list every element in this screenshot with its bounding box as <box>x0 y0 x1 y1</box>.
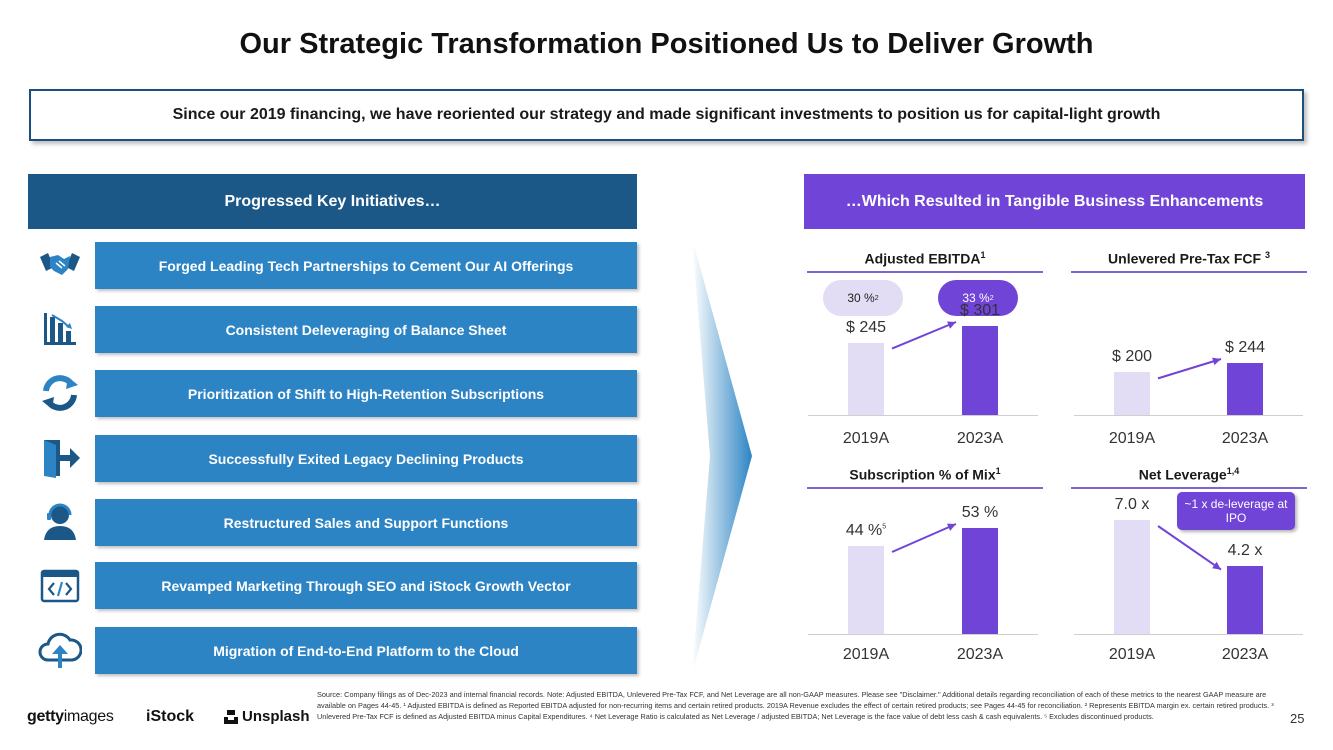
bar-2023A <box>962 528 998 634</box>
baseline <box>808 634 1038 635</box>
baseline <box>1074 634 1303 635</box>
year-label: 2023A <box>956 646 1004 663</box>
chart-title-subscription: Subscription % of Mix1 <box>849 466 1001 483</box>
year-label: 2019A <box>842 646 890 663</box>
value-label-footnote: 5 <box>882 523 887 531</box>
value-label: $ 244 <box>1224 339 1266 356</box>
value-label: 53 % <box>961 504 999 521</box>
cloud-upload-icon <box>38 632 82 668</box>
year-label: 2023A <box>1221 646 1269 663</box>
year-label: 2023A <box>956 430 1004 447</box>
initiative-item: Migration of End-to-End Platform to the … <box>95 627 637 674</box>
support-agent-icon <box>44 503 76 540</box>
bar-2023A <box>1227 363 1263 415</box>
initiative-item: Forged Leading Tech Partnerships to Ceme… <box>95 242 637 289</box>
initiative-item: Prioritization of Shift to High-Retentio… <box>95 370 637 417</box>
summary-banner: Since our 2019 financing, we have reorie… <box>29 89 1304 141</box>
baseline <box>808 415 1038 416</box>
code-window-icon <box>40 569 80 603</box>
title-underline <box>1071 271 1307 273</box>
value-label: 44 %5 <box>845 522 887 539</box>
title-underline <box>1071 487 1307 489</box>
istock-logo: iStock <box>146 708 195 725</box>
bar-chart-down-icon <box>44 313 76 345</box>
value-label: $ 245 <box>845 318 887 336</box>
bar-2023A <box>1227 565 1263 634</box>
exit-door-icon <box>44 440 80 478</box>
year-label: 2023A <box>1221 430 1269 447</box>
unsplash-logo: Unsplash <box>224 708 310 725</box>
value-label: $ 200 <box>1111 348 1153 366</box>
year-label: 2019A <box>842 430 890 447</box>
initiative-item: Revamped Marketing Through SEO and iStoc… <box>95 562 637 609</box>
deleverage-callout: ~1 x de-leverage at IPO <box>1177 492 1295 530</box>
chart-title-ebitda: Adjusted EBITDA1 <box>864 250 986 267</box>
margin-pill-2019: 30 % 2 <box>823 280 903 316</box>
bar-2019A <box>848 546 884 634</box>
baseline <box>1074 415 1303 416</box>
initiative-item: Consistent Deleveraging of Balance Sheet <box>95 306 637 353</box>
handshake-icon <box>40 253 80 275</box>
value-label: 4.2 x <box>1227 541 1263 559</box>
year-label: 2019A <box>1108 430 1156 447</box>
page-title: Our Strategic Transformation Positioned … <box>239 28 1094 60</box>
bar-2019A <box>848 342 884 415</box>
enhancements-header: …Which Resulted in Tangible Business Enh… <box>804 174 1305 229</box>
bar-2023A <box>962 326 998 415</box>
transition-arrow <box>692 238 752 674</box>
initiatives-header: Progressed Key Initiatives… <box>28 174 637 229</box>
chart-title-fcf: Unlevered Pre-Tax FCF 3 <box>1108 250 1270 267</box>
bar-2019A <box>1114 520 1150 634</box>
title-underline <box>807 487 1043 489</box>
margin-pill-2023: 33 % 2 <box>938 280 1018 316</box>
refresh-icon <box>42 375 78 411</box>
bar-2019A <box>1114 372 1150 415</box>
unsplash-icon <box>224 709 238 724</box>
initiative-item: Successfully Exited Legacy Declining Pro… <box>95 435 637 482</box>
gettyimages-logo: gettyimages <box>27 708 114 725</box>
page-number: 25 <box>1290 711 1305 726</box>
year-label: 2019A <box>1108 646 1156 663</box>
value-label: $ 301 <box>959 302 1001 319</box>
value-label: 7.0 x <box>1114 496 1150 513</box>
initiative-item: Restructured Sales and Support Functions <box>95 499 637 546</box>
chart-title-leverage: Net Leverage1,4 <box>1138 466 1240 483</box>
source-footnote: Source: Company filings as of Dec-2023 a… <box>317 690 1274 721</box>
title-underline <box>807 271 1043 273</box>
